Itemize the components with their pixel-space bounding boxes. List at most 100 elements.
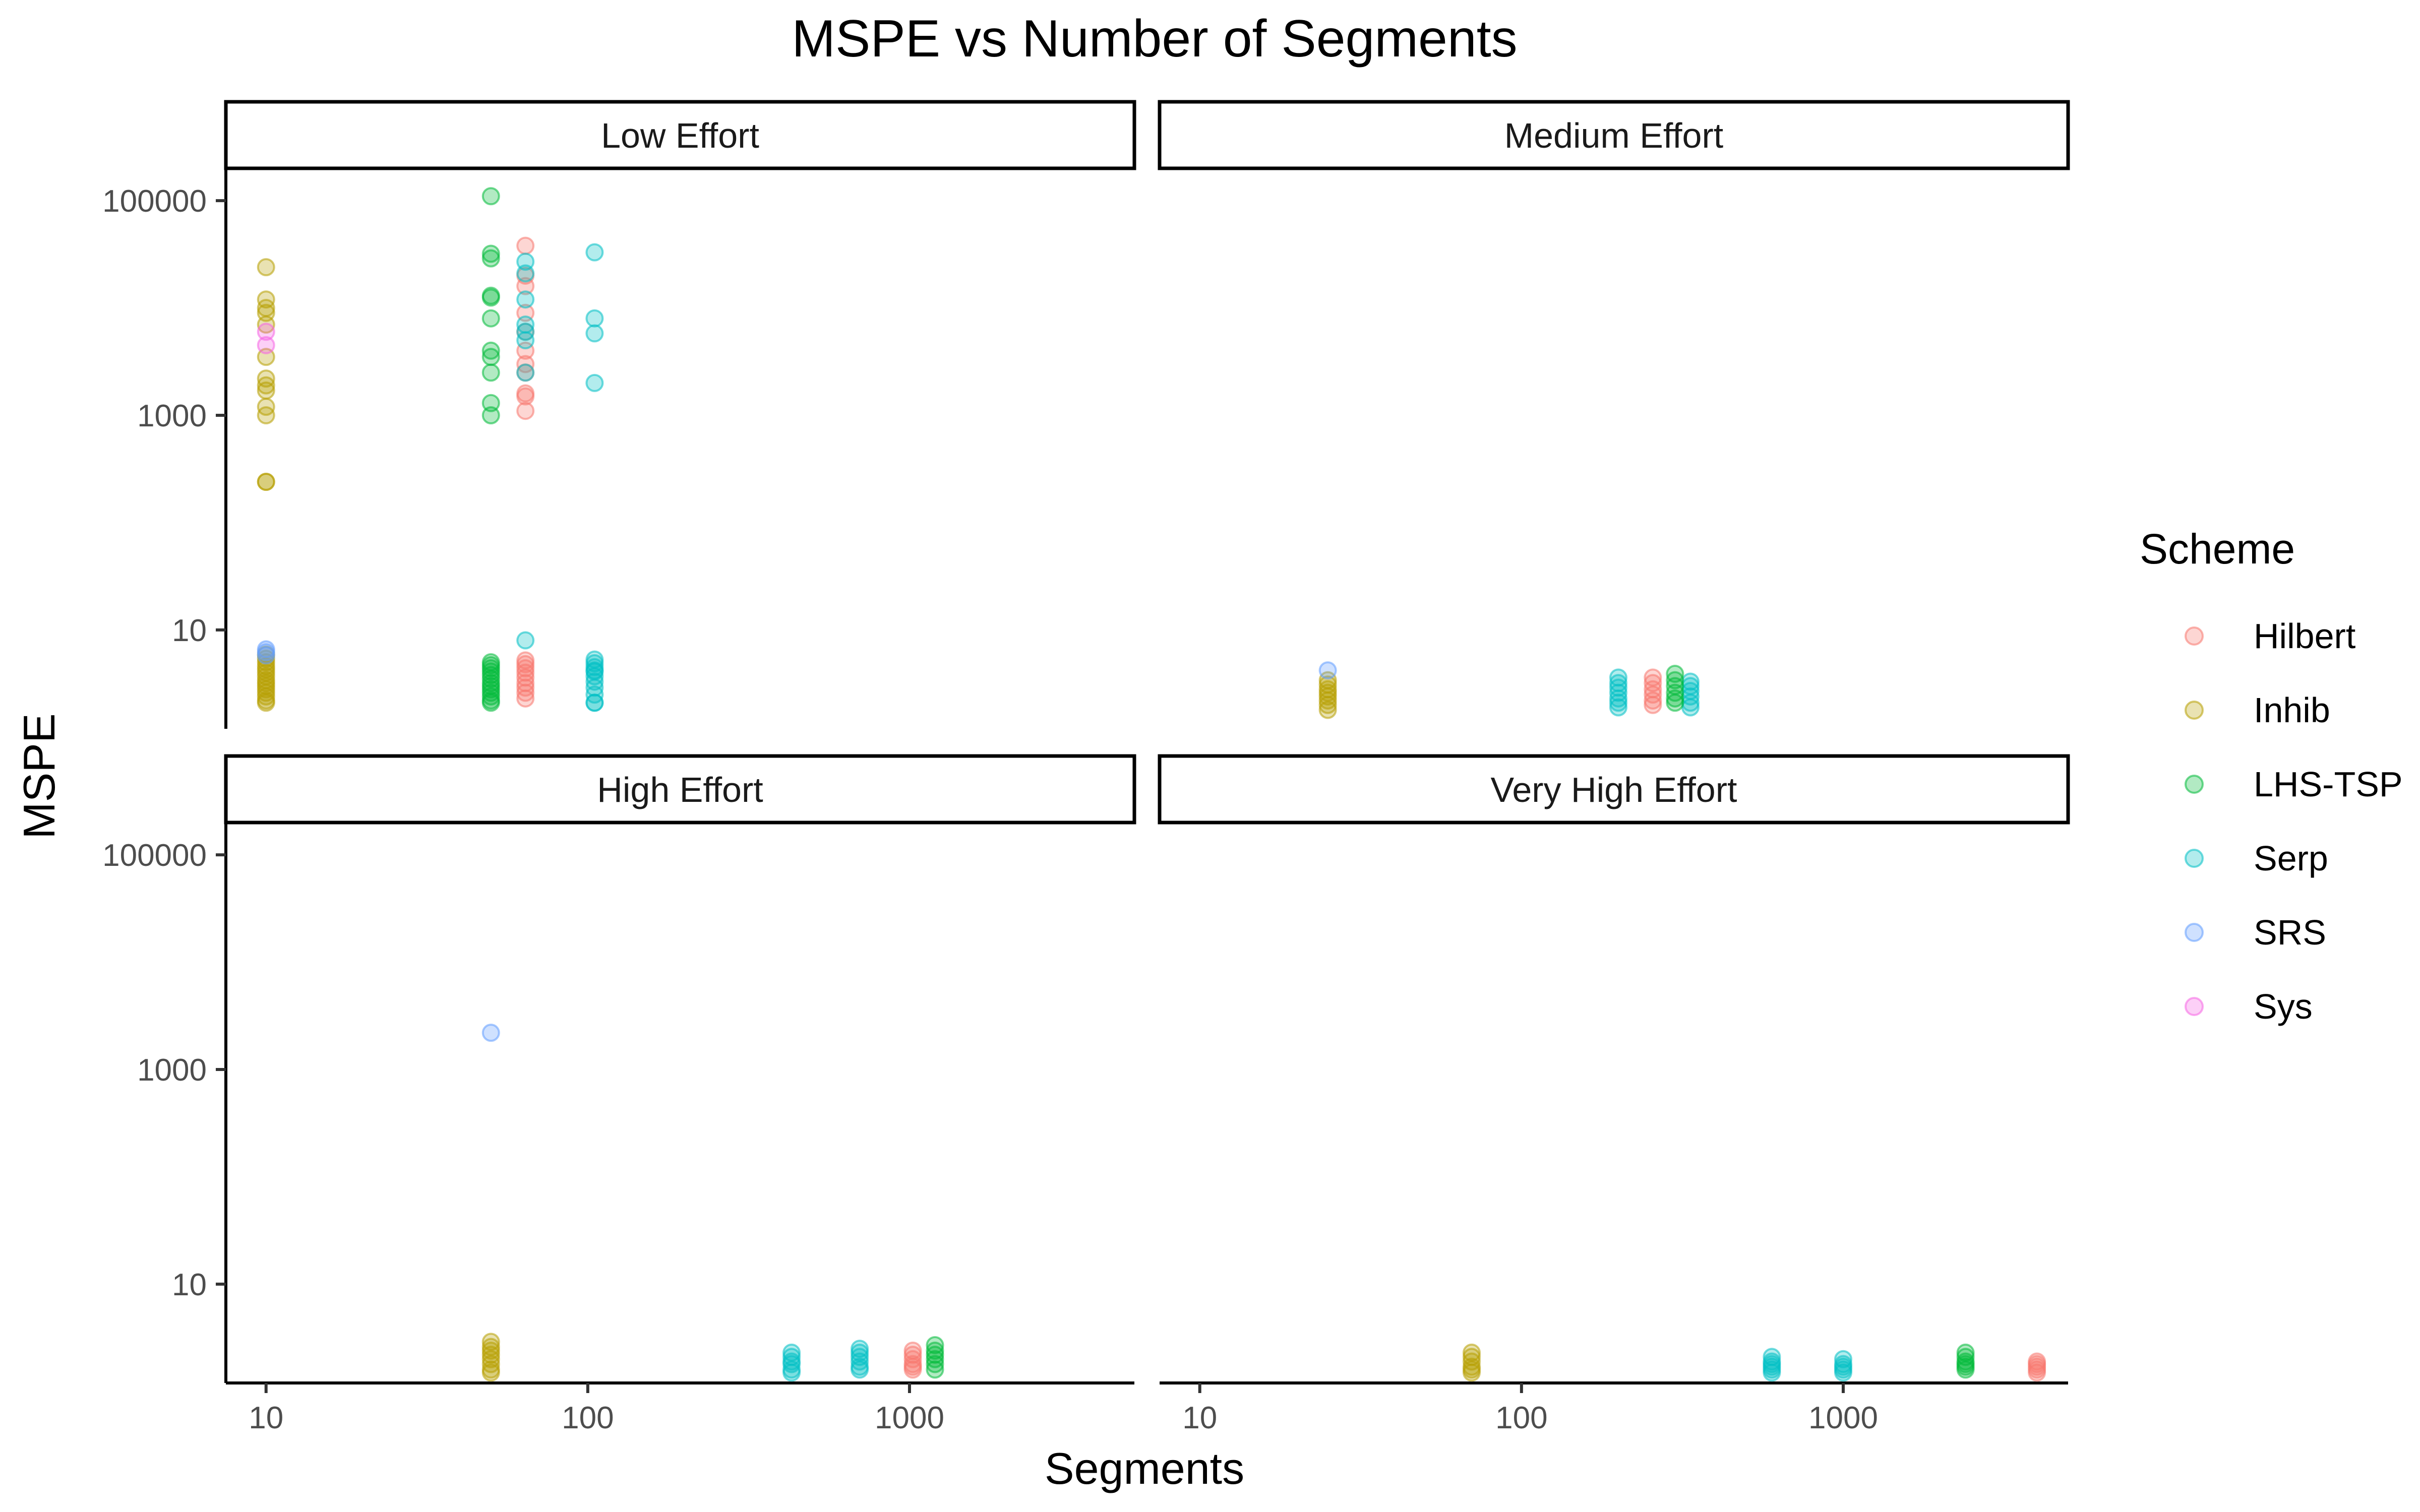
- legend-entry-sys: Sys: [2185, 987, 2313, 1026]
- data-point: [481, 288, 500, 307]
- data-point: [481, 244, 500, 263]
- series-inhib: [481, 1333, 500, 1382]
- data-point: [257, 376, 275, 395]
- data-point: [1834, 1363, 1852, 1382]
- legend-key: [2185, 997, 2204, 1016]
- x-axis-label: Segments: [1045, 1443, 1244, 1493]
- data-point: [585, 243, 604, 262]
- data-point: [481, 1024, 500, 1042]
- series-hilbert: [903, 1341, 922, 1379]
- data-point: [1318, 691, 1337, 710]
- data-point: [257, 323, 275, 341]
- data-point: [585, 678, 604, 697]
- x-tick-label: 100: [562, 1401, 614, 1435]
- data-point: [1956, 1360, 1975, 1379]
- data-point: [851, 1360, 869, 1379]
- series-inhib: [1463, 1343, 1481, 1382]
- data-point: [1609, 698, 1627, 717]
- data-point: [782, 1363, 801, 1382]
- x-tick-label: 10: [249, 1401, 283, 1435]
- data-point: [2028, 1363, 2046, 1382]
- legend-label: Sys: [2254, 987, 2313, 1026]
- facet-label: Very High Effort: [1491, 770, 1737, 809]
- data-point: [1666, 689, 1684, 708]
- data-point: [1609, 694, 1627, 712]
- data-point: [585, 309, 604, 328]
- legend-key: [2185, 626, 2204, 646]
- legend-key: [2185, 849, 2204, 868]
- data-point: [585, 373, 604, 392]
- y-tick-label: 10: [172, 613, 207, 648]
- series-lhs-tsp: [1666, 664, 1684, 712]
- legend-key: [2185, 701, 2204, 720]
- series-srs: [1318, 661, 1337, 680]
- data-point: [516, 264, 535, 283]
- x-tick-label: 100: [1495, 1401, 1547, 1435]
- series-lhs-tsp: [1956, 1343, 1975, 1379]
- legend-entry-srs: SRS: [2185, 913, 2326, 952]
- x-tick-label: 10: [1182, 1401, 1217, 1435]
- legend-title: Scheme: [2140, 525, 2295, 573]
- data-point: [516, 683, 535, 702]
- legend-entry-inhib: Inhib: [2185, 690, 2330, 730]
- series-srs: [257, 640, 275, 665]
- data-point: [481, 341, 500, 360]
- data-point: [481, 309, 500, 328]
- series-lhs-tsp: [481, 187, 500, 712]
- series-inhib: [257, 258, 275, 712]
- panel-high-effort: High Effort 10 1000 100000 10 100 1000: [102, 754, 1136, 1435]
- data-point: [1318, 701, 1337, 719]
- chart-title: MSPE vs Number of Segments: [792, 10, 1517, 68]
- legend-label: Hilbert: [2254, 616, 2355, 656]
- series-sys: [257, 323, 275, 354]
- data-point: [585, 324, 604, 343]
- data-point: [516, 387, 535, 406]
- series-serp: [516, 243, 604, 712]
- data-point: [257, 258, 275, 277]
- facet-label: Medium Effort: [1504, 116, 1723, 155]
- series-inhib: [1318, 671, 1337, 719]
- data-point: [257, 406, 275, 425]
- panel-medium-effort: Medium Effort: [1158, 100, 2070, 719]
- series-hilbert: [1644, 668, 1662, 714]
- data-point: [516, 689, 535, 708]
- legend-label: Serp: [2254, 839, 2328, 878]
- data-point: [926, 1360, 944, 1379]
- data-point: [516, 402, 535, 420]
- legend-key: [2185, 775, 2204, 794]
- data-point: [585, 658, 604, 676]
- data-point: [1644, 696, 1662, 714]
- legend-label: Inhib: [2254, 690, 2330, 730]
- facet-label: High Effort: [597, 770, 763, 809]
- data-point: [516, 631, 535, 650]
- data-point: [1463, 1363, 1481, 1382]
- data-point: [516, 331, 535, 350]
- panel-low-effort: Low Effort 10 1000 100000: [102, 100, 1136, 729]
- series-serp: [782, 1340, 869, 1382]
- series-serp: [1763, 1348, 1852, 1382]
- series-hilbert: [2028, 1352, 2046, 1382]
- data-point: [926, 1345, 944, 1364]
- data-point: [585, 694, 604, 712]
- data-point: [481, 406, 500, 425]
- data-point: [481, 363, 500, 382]
- data-point: [516, 236, 535, 255]
- data-point: [257, 694, 275, 712]
- data-point: [1318, 661, 1337, 680]
- series-lhs-tsp: [926, 1336, 944, 1379]
- data-point: [1666, 694, 1684, 712]
- data-point: [481, 1345, 500, 1364]
- y-axis-label: MSPE: [14, 713, 64, 839]
- x-tick-label: 1000: [875, 1401, 944, 1435]
- facet-strip: [224, 100, 1136, 170]
- data-point: [1681, 698, 1700, 717]
- facet-strip: [1158, 754, 2070, 825]
- panel-very-high-effort: Very High Effort 10 100 1000: [1158, 754, 2070, 1435]
- legend-entry-hilbert: Hilbert: [2185, 616, 2355, 656]
- legend: Scheme Hilbert Inhib LHS-TSP Serp SRS Sys: [2140, 525, 2403, 1026]
- legend-key: [2185, 923, 2204, 942]
- data-point: [481, 1363, 500, 1382]
- data-point: [257, 381, 275, 400]
